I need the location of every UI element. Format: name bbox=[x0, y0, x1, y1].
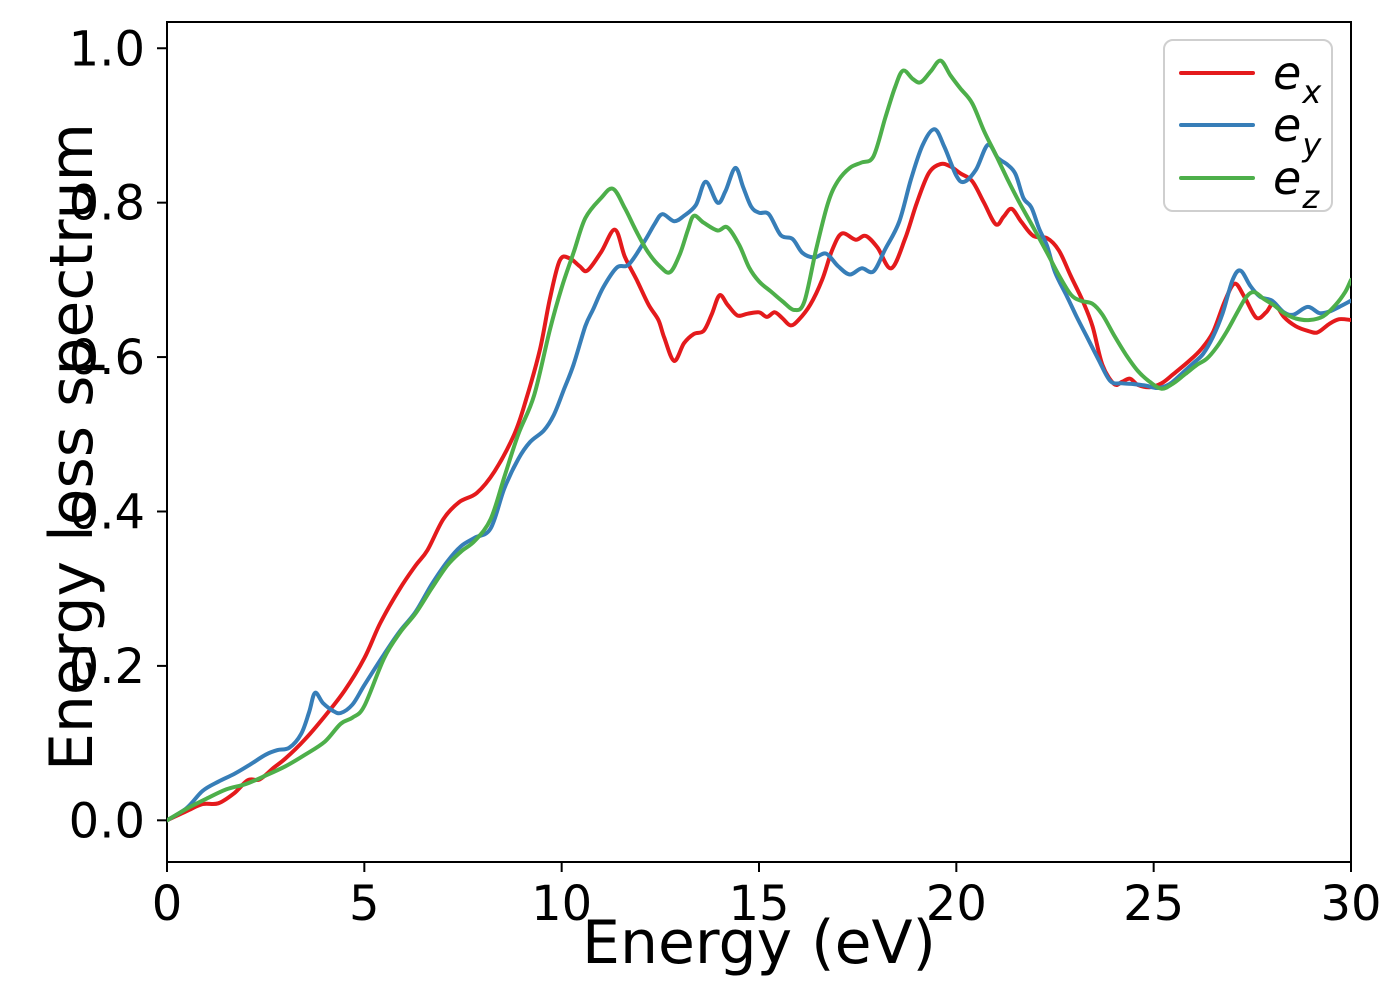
legend-entry-e_z: ez bbox=[1179, 150, 1320, 216]
series-line-e_z bbox=[167, 58, 1351, 823]
y-axis-title: Energy loss spectrum bbox=[37, 122, 107, 772]
y-tick-label: 0.6 bbox=[69, 330, 145, 386]
y-tick-label: 0.4 bbox=[69, 484, 145, 540]
y-tick-label: 0.2 bbox=[69, 639, 145, 695]
x-tick-label: 5 bbox=[349, 876, 380, 932]
plot-area bbox=[167, 58, 1351, 823]
legend-label-e_y: ey bbox=[1273, 98, 1322, 164]
legend: ex ey ez bbox=[1163, 39, 1333, 216]
legend-entry-e_x: ex bbox=[1179, 46, 1322, 112]
x-tick-label: 25 bbox=[1123, 876, 1184, 932]
y-tick-label: 0.0 bbox=[69, 793, 145, 849]
legend-line-swatch-e_y bbox=[1179, 123, 1255, 128]
x-tick-label: 0 bbox=[152, 876, 183, 932]
legend-line-swatch-e_z bbox=[1179, 175, 1255, 180]
x-tick-label: 10 bbox=[531, 876, 592, 932]
series-line-e_x bbox=[167, 161, 1351, 823]
x-tick-label: 30 bbox=[1320, 876, 1381, 932]
legend-entry-e_y: ey bbox=[1179, 98, 1322, 164]
legend-line-swatch-e_x bbox=[1179, 71, 1255, 76]
y-tick-label: 0.8 bbox=[69, 176, 145, 232]
series-line-e_y bbox=[167, 127, 1351, 823]
x-axis-title: Energy (eV) bbox=[582, 908, 936, 978]
y-tick-label: 1.0 bbox=[69, 21, 145, 77]
legend-label-e_z: ez bbox=[1273, 150, 1320, 216]
x-tick-label: 15 bbox=[728, 876, 789, 932]
legend-label-e_x: ex bbox=[1273, 46, 1322, 112]
x-tick-label: 20 bbox=[926, 876, 987, 932]
